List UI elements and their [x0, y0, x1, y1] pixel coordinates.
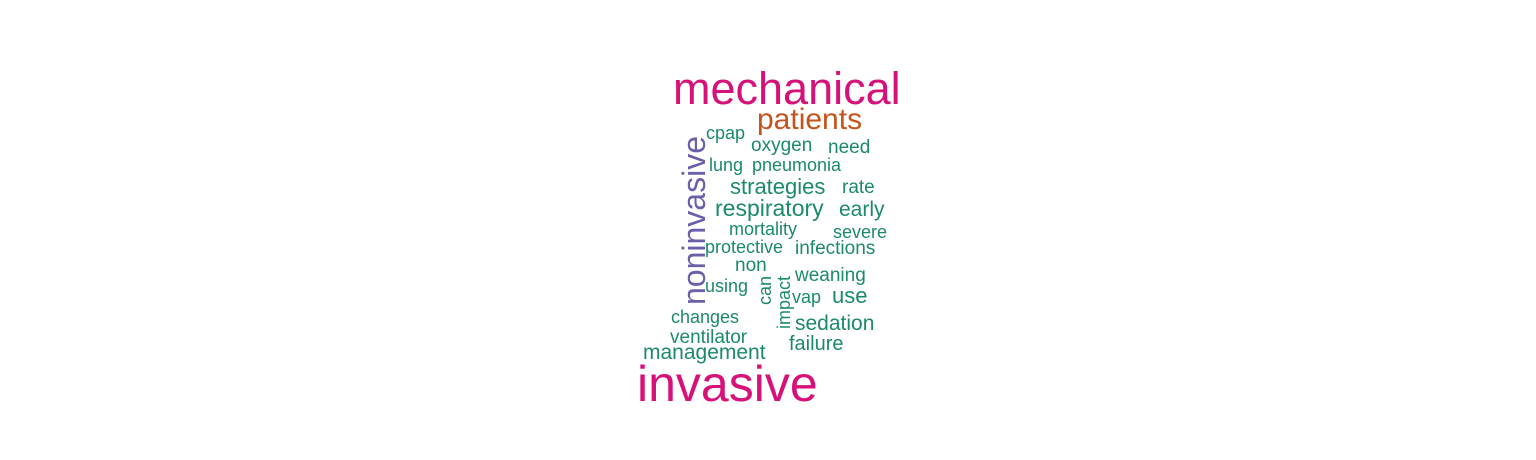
word-patients: patients: [757, 103, 862, 136]
word-non: non: [735, 255, 767, 276]
word-oxygen: oxygen: [751, 135, 812, 156]
word-noninvasive: noninvasive: [676, 136, 712, 305]
word-strategies: strategies: [730, 174, 825, 199]
word-protective: protective: [705, 237, 783, 257]
word-mortality: mortality: [729, 219, 797, 239]
word-can: can: [755, 276, 775, 305]
word-invasive: invasive: [637, 356, 818, 412]
word-changes: changes: [671, 307, 739, 327]
word-using: using: [705, 276, 748, 296]
word-cpap: cpap: [706, 123, 745, 143]
word-respiratory: respiratory: [715, 195, 824, 221]
word-pneumonia: pneumonia: [752, 155, 842, 175]
word-impact: impact: [774, 276, 794, 329]
word-infections: infections: [795, 238, 875, 259]
word-severe: severe: [833, 222, 887, 242]
word-use: use: [832, 283, 867, 308]
word-sedation: sedation: [795, 312, 874, 335]
word-mechanical: mechanical: [673, 63, 901, 114]
word-rate: rate: [842, 177, 875, 198]
word-weaning: weaning: [794, 265, 866, 286]
word-lung: lung: [709, 155, 743, 175]
word-ventilator: ventilator: [670, 327, 748, 348]
word-failure: failure: [789, 333, 843, 355]
word-need: need: [828, 137, 870, 158]
word-management: management: [643, 341, 766, 364]
word-early: early: [839, 198, 885, 221]
word-vap: vap: [792, 287, 821, 307]
